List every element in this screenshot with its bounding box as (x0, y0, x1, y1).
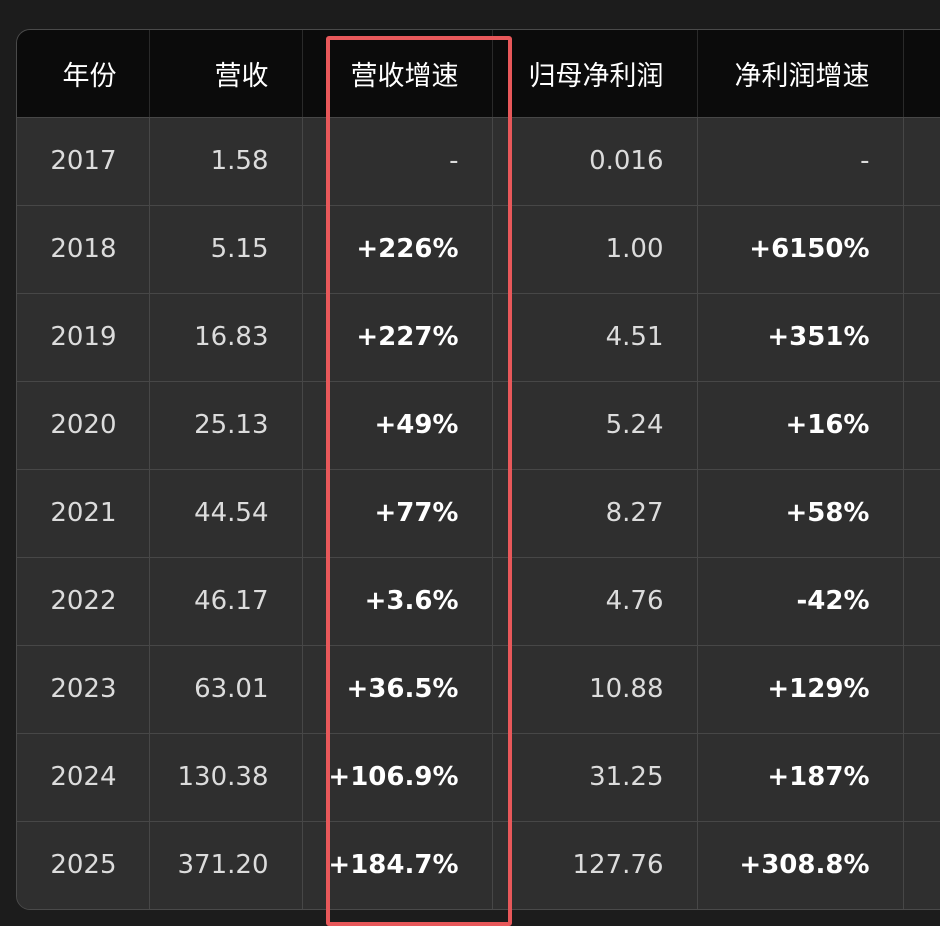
cell-truncated (903, 469, 940, 558)
cell-net-profit: 8.27 (492, 469, 698, 558)
table-row: 2022 46.17 +3.6% 4.76 -42% (17, 557, 940, 646)
cell-year: 2024 (17, 733, 150, 822)
cell-net-profit: 31.25 (492, 733, 698, 822)
cell-net-profit: 10.88 (492, 645, 698, 734)
table-row: 2023 63.01 +36.5% 10.88 +129% (17, 645, 940, 734)
cell-net-profit: 0.016 (492, 117, 698, 206)
cell-revenue: 371.20 (149, 821, 303, 909)
cell-revenue-growth: +226% (302, 205, 493, 294)
cell-profit-growth: - (697, 117, 904, 206)
table-header-row: 年份 营收 营收增速 归母净利润 净利润增速 (17, 30, 940, 118)
header-net-profit[interactable]: 归母净利润 (492, 30, 698, 118)
cell-profit-growth: +6150% (697, 205, 904, 294)
header-year[interactable]: 年份 (17, 30, 150, 118)
cell-truncated (903, 645, 940, 734)
cell-net-profit: 127.76 (492, 821, 698, 909)
table-row: 2025 371.20 +184.7% 127.76 +308.8% (17, 821, 940, 909)
cell-profit-growth: +187% (697, 733, 904, 822)
cell-year: 2018 (17, 205, 150, 294)
cell-revenue: 25.13 (149, 381, 303, 470)
header-profit-growth[interactable]: 净利润增速 (697, 30, 904, 118)
cell-profit-growth: +308.8% (697, 821, 904, 909)
cell-truncated (903, 557, 940, 646)
cell-truncated (903, 293, 940, 382)
cell-revenue-growth: +77% (302, 469, 493, 558)
financial-table-container: 年份 营收 营收增速 归母净利润 净利润增速 2017 1.58-0.016-20… (16, 29, 940, 910)
cell-profit-growth: +351% (697, 293, 904, 382)
cell-truncated (903, 821, 940, 909)
cell-year: 2021 (17, 469, 150, 558)
header-revenue-growth[interactable]: 营收增速 (302, 30, 493, 118)
header-truncated-column[interactable] (903, 30, 940, 118)
cell-net-profit: 1.00 (492, 205, 698, 294)
cell-year: 2020 (17, 381, 150, 470)
table-row: 2018 5.15 +226% 1.00 +6150% (17, 205, 940, 294)
cell-net-profit: 4.76 (492, 557, 698, 646)
cell-revenue-growth: +36.5% (302, 645, 493, 734)
cell-revenue: 5.15 (149, 205, 303, 294)
cell-year: 2025 (17, 821, 150, 909)
cell-revenue: 46.17 (149, 557, 303, 646)
cell-profit-growth: +16% (697, 381, 904, 470)
table-row: 2020 25.13 +49% 5.24 +16% (17, 381, 940, 470)
cell-truncated (903, 117, 940, 206)
cell-net-profit: 4.51 (492, 293, 698, 382)
table-row: 2019 16.83 +227% 4.51 +351% (17, 293, 940, 382)
cell-revenue-growth: +49% (302, 381, 493, 470)
cell-revenue-growth: +227% (302, 293, 493, 382)
table-row: 2024 130.38 +106.9% 31.25 +187% (17, 733, 940, 822)
cell-revenue-growth: - (302, 117, 493, 206)
table-row: 2017 1.58-0.016- (17, 117, 940, 206)
cell-net-profit: 5.24 (492, 381, 698, 470)
financial-table: 年份 营收 营收增速 归母净利润 净利润增速 2017 1.58-0.016-20… (17, 30, 940, 909)
cell-year: 2022 (17, 557, 150, 646)
cell-truncated (903, 205, 940, 294)
cell-profit-growth: +58% (697, 469, 904, 558)
cell-revenue-growth: +106.9% (302, 733, 493, 822)
cell-revenue: 63.01 (149, 645, 303, 734)
cell-revenue-growth: +3.6% (302, 557, 493, 646)
cell-revenue: 16.83 (149, 293, 303, 382)
cell-revenue-growth: +184.7% (302, 821, 493, 909)
table-row: 2021 44.54 +77% 8.27 +58% (17, 469, 940, 558)
cell-truncated (903, 733, 940, 822)
cell-truncated (903, 381, 940, 470)
header-revenue[interactable]: 营收 (149, 30, 303, 118)
cell-profit-growth: -42% (697, 557, 904, 646)
cell-year: 2019 (17, 293, 150, 382)
cell-revenue: 130.38 (149, 733, 303, 822)
cell-year: 2023 (17, 645, 150, 734)
cell-year: 2017 (17, 117, 150, 206)
cell-profit-growth: +129% (697, 645, 904, 734)
cell-revenue: 1.58 (149, 117, 303, 206)
cell-revenue: 44.54 (149, 469, 303, 558)
